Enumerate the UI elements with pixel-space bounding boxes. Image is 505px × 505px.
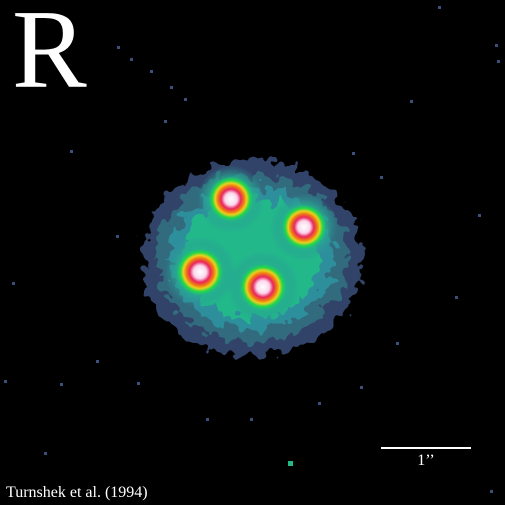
quasar-image-b: [282, 205, 326, 249]
filter-band-label: R: [12, 0, 87, 112]
quasar-image-a: [209, 177, 253, 221]
noise-pixel-green: [288, 461, 293, 466]
scale-bar-label: 1’’: [417, 452, 435, 469]
scale-bar: [381, 447, 471, 449]
quasar-image-c: [240, 264, 286, 310]
quasar-components: [177, 177, 326, 310]
image-credit: Turnshek et al. (1994): [6, 484, 148, 501]
quasar-image-d: [177, 249, 223, 295]
background-noise: [4, 6, 500, 493]
